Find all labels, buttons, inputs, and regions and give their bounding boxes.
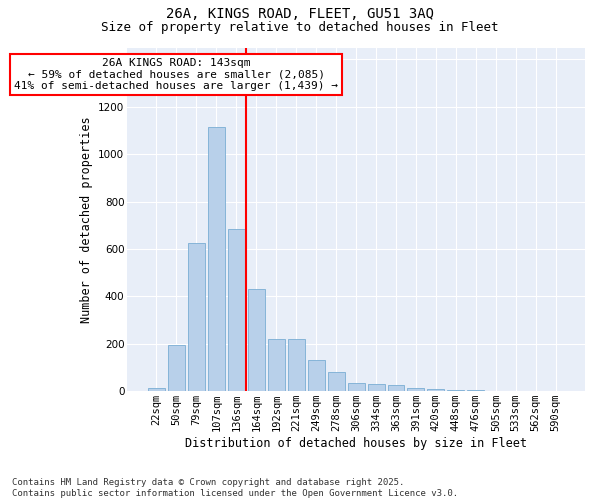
Text: Contains HM Land Registry data © Crown copyright and database right 2025.
Contai: Contains HM Land Registry data © Crown c… [12,478,458,498]
Bar [248,290,265,391]
Bar [288,339,305,391]
Bar [308,360,325,391]
Bar [328,372,344,391]
Text: 26A, KINGS ROAD, FLEET, GU51 3AQ: 26A, KINGS ROAD, FLEET, GU51 3AQ [166,8,434,22]
Y-axis label: Number of detached properties: Number of detached properties [80,116,92,322]
Bar [407,388,424,391]
Text: Size of property relative to detached houses in Fleet: Size of property relative to detached ho… [101,21,499,34]
Bar [347,383,365,391]
Bar [228,229,245,391]
Bar [148,388,165,391]
Text: 26A KINGS ROAD: 143sqm
← 59% of detached houses are smaller (2,085)
41% of semi-: 26A KINGS ROAD: 143sqm ← 59% of detached… [14,58,338,91]
Bar [368,384,385,391]
Bar [388,385,404,391]
Bar [268,339,285,391]
Bar [208,127,225,391]
X-axis label: Distribution of detached houses by size in Fleet: Distribution of detached houses by size … [185,437,527,450]
Bar [448,390,464,391]
Bar [427,389,445,391]
Bar [168,345,185,391]
Bar [467,390,484,391]
Bar [188,243,205,391]
